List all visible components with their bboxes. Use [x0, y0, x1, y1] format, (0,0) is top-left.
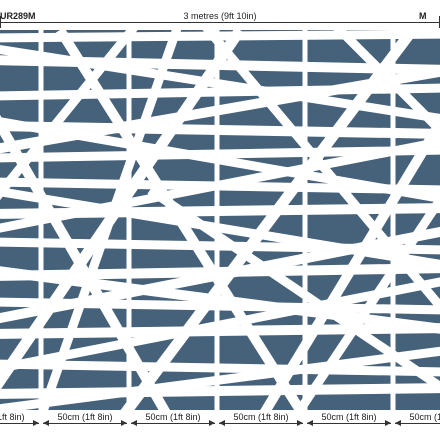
pattern-stripe	[0, 121, 440, 139]
pattern-stripe	[0, 117, 440, 203]
overall-width-label: 3 metres (9ft 10in)	[0, 11, 440, 21]
panel-width-label: 50cm (1ft 8in)	[43, 412, 127, 422]
pattern-stripe	[202, 30, 440, 314]
arrow-left-icon	[307, 420, 313, 426]
dimension-line	[395, 423, 440, 424]
product-code: UR289M	[0, 11, 36, 21]
pattern-stripe	[296, 191, 440, 410]
arrow-right-icon	[33, 420, 39, 426]
arrow-right-icon	[209, 420, 215, 426]
panel-width-2: 50cm (1ft 8in)	[43, 412, 127, 432]
panel-seam	[38, 30, 44, 410]
stripe-pattern	[0, 30, 440, 410]
arrow-right-icon	[121, 420, 127, 426]
arrow-right-icon	[385, 420, 391, 426]
panel-width-3: 50cm (1ft 8in)	[131, 412, 215, 432]
panel-width-text: 50cm (1ft 8in)	[319, 412, 379, 422]
panel-width-text: 50cm (1ft 8in)	[55, 412, 115, 422]
pattern-stripe	[38, 30, 182, 410]
mural-artwork	[0, 30, 440, 410]
panel-width-6: 50cm (1ft 8in)	[395, 412, 440, 432]
dimension-line	[0, 423, 39, 424]
panel-width-text: 50cm (1ft 8in)	[407, 412, 440, 422]
arrow-left-icon	[131, 420, 137, 426]
panel-seam	[126, 30, 132, 410]
panel-seam	[214, 30, 220, 410]
pattern-stripe	[55, 30, 305, 410]
panel-seams	[38, 30, 396, 410]
arrow-left-icon	[43, 420, 49, 426]
overall-width-text: 3 metres (9ft 10in)	[180, 11, 260, 21]
panel-width-text: 50cm (1ft 8in)	[143, 412, 203, 422]
product-code-repeat: M	[419, 11, 427, 21]
panel-width-label: 50cm (1ft 8in)	[131, 412, 215, 422]
dimension-line	[131, 423, 215, 424]
pattern-stripe	[0, 187, 440, 269]
panel-width-label: 50cm (1ft 8in)	[219, 412, 303, 422]
overall-width-line	[0, 22, 440, 23]
arrow-left-icon	[219, 420, 225, 426]
panel-width-1: 50cm (1ft 8in)	[0, 412, 39, 432]
arrow-left-icon	[395, 420, 401, 426]
dimension-line	[43, 423, 127, 424]
panel-width-label: 50cm (1ft 8in)	[395, 412, 440, 422]
arrow-right-icon	[297, 420, 303, 426]
pattern-stripe	[0, 383, 440, 399]
panel-seam	[390, 30, 396, 410]
panel-dimensions: 50cm (1ft 8in) 50cm (1ft 8in) 50cm (1ft …	[0, 412, 440, 432]
pattern-stripe	[0, 30, 138, 201]
pattern-stripe	[120, 30, 420, 410]
pattern-stripe	[0, 137, 440, 233]
panel-width-label: 50cm (1ft 8in)	[0, 412, 39, 422]
panel-width-text: 50cm (1ft 8in)	[231, 412, 291, 422]
pattern-stripe	[0, 114, 171, 410]
pattern-stripe	[0, 45, 440, 123]
panel-width-4: 50cm (1ft 8in)	[219, 412, 303, 432]
pattern-stripe	[260, 113, 440, 410]
panel-width-label: 50cm (1ft 8in)	[307, 412, 391, 422]
pattern-stripe	[0, 346, 440, 410]
panel-width-5: 50cm (1ft 8in)	[307, 412, 391, 432]
panel-width-text: 50cm (1ft 8in)	[0, 412, 27, 422]
dimension-line	[307, 423, 391, 424]
width-tick	[0, 16, 1, 28]
dimension-line	[219, 423, 303, 424]
panel-seam	[302, 30, 308, 410]
pattern-stripe	[0, 359, 440, 377]
